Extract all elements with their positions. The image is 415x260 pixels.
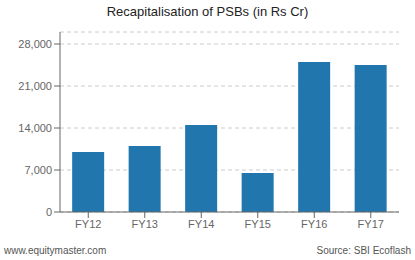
svg-text:7,000: 7,000 bbox=[24, 164, 52, 176]
html-text:Recapitalisation of PSBs (in R: Recapitalisation of PSBs (in Rs Cr) bbox=[106, 4, 309, 19]
html-text:www.equitymaster.com: www.equitymaster.com bbox=[4, 245, 107, 256]
svg-text:FY14: FY14 bbox=[188, 218, 214, 230]
html-text:Source: SBI Ecoflash: Source: SBI Ecoflash bbox=[316, 245, 411, 256]
svg-text:FY17: FY17 bbox=[358, 218, 384, 230]
svg-text:FY13: FY13 bbox=[132, 218, 158, 230]
svg-text:FY16: FY16 bbox=[301, 218, 327, 230]
svg-text:14,000: 14,000 bbox=[18, 122, 52, 134]
svg-text:FY12: FY12 bbox=[75, 218, 101, 230]
svg-text:FY15: FY15 bbox=[245, 218, 271, 230]
svg-text:0: 0 bbox=[46, 206, 52, 218]
svg-text:21,000: 21,000 bbox=[18, 80, 52, 92]
svg-text:28,000: 28,000 bbox=[18, 38, 52, 50]
